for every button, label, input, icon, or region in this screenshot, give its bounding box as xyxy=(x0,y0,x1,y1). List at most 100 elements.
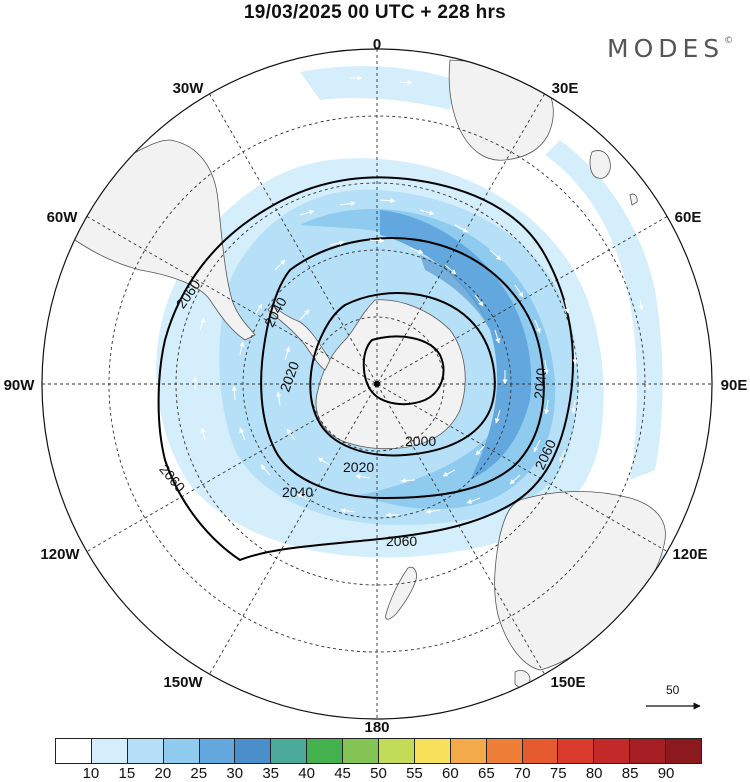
wind-arrow xyxy=(339,201,356,207)
wind-arrow xyxy=(355,474,371,480)
wind-arrow xyxy=(284,346,291,361)
shade-15-north xyxy=(300,66,455,110)
lon-label-120e: 120E xyxy=(672,546,707,563)
lon-label-30w: 30W xyxy=(173,80,205,97)
wind-arrow xyxy=(638,299,644,311)
map-title: 19/03/2025 00 UTC + 228 hrs xyxy=(243,2,507,23)
meridian-60e-120w xyxy=(86,216,668,552)
wind-arrow xyxy=(543,359,549,375)
colorbar-swatch xyxy=(666,739,702,763)
colorbar-swatch xyxy=(630,739,667,763)
wind-arrow xyxy=(399,80,413,86)
lon-label-180: 180 xyxy=(364,719,389,736)
meridian-30w-150e xyxy=(209,93,545,675)
wind-arrow xyxy=(400,478,416,484)
shade-35-core xyxy=(420,255,490,330)
wind-arrow xyxy=(199,317,205,331)
land-masses xyxy=(74,59,666,688)
wind-arrow xyxy=(466,497,481,504)
wind-arrow xyxy=(200,427,206,441)
polar-map: 2060 2040 2020 2000 2020 2040 2060 2040 … xyxy=(4,36,748,736)
new-zealand xyxy=(385,566,417,620)
wind-arrow xyxy=(317,457,331,466)
colorbar-tick-label: 85 xyxy=(621,765,639,782)
meridian-60w-120e xyxy=(86,216,668,552)
wind-arrow xyxy=(231,385,237,401)
contour-label-2040-b: 2040 xyxy=(282,484,313,500)
contour-label-2060-d: 2060 xyxy=(386,533,417,549)
colorbar-tick-label: 15 xyxy=(118,765,136,782)
colorbar-tick-label: 80 xyxy=(585,765,603,782)
colorbar-swatch xyxy=(594,739,631,763)
lat-lon-grid xyxy=(42,49,712,719)
map-boundary xyxy=(41,48,713,720)
contour-2040 xyxy=(260,237,545,500)
lon-label-60e: 60E xyxy=(675,209,702,226)
colorbar xyxy=(55,738,702,764)
antarctica xyxy=(315,299,466,450)
wind-arrow xyxy=(296,493,311,501)
colorbar-tick-label: 25 xyxy=(190,765,208,782)
colorbar-swatch xyxy=(56,739,92,763)
wind-arrow xyxy=(474,294,484,307)
colorbar-swatch xyxy=(486,739,523,763)
wind-arrow xyxy=(340,508,356,514)
wind-arrow xyxy=(494,409,501,424)
wind-arrow xyxy=(276,391,282,406)
madagascar-coast xyxy=(629,193,638,206)
colorbar-tick-label: 35 xyxy=(262,765,279,782)
longitude-labels: 0 30E 60E 90E 120E 150E 180 150W 120W 90… xyxy=(4,36,748,736)
wind-arrow xyxy=(425,508,441,514)
brand-logo: MODES© xyxy=(607,34,733,63)
colorbar-tick-label: 50 xyxy=(370,765,387,782)
colorbar-swatch xyxy=(522,739,559,763)
wind-arrow xyxy=(286,428,296,441)
wind-arrow xyxy=(533,439,541,453)
colorbar-swatch xyxy=(414,739,451,763)
wind-arrow xyxy=(571,399,577,414)
lon-label-150w: 150W xyxy=(163,674,203,691)
australia xyxy=(494,491,666,671)
colorbar-swatch xyxy=(379,739,415,763)
colorbar-tick-label: 90 xyxy=(657,765,675,782)
contour-label-2000: 2000 xyxy=(405,433,436,449)
colorbar-ticks: 10 15 20 25 30 35 40 45 50 55 60 65 70 75 80 85 90 xyxy=(55,764,702,782)
colorbar-tick-label: 10 xyxy=(82,765,100,782)
wind-arrow xyxy=(489,249,502,261)
colorbar-swatch xyxy=(235,739,272,763)
wind-arrow xyxy=(260,464,271,476)
wind-arrow xyxy=(329,240,345,246)
height-contours xyxy=(157,176,574,562)
south-pole-marker xyxy=(374,381,380,387)
wind-arrow xyxy=(442,469,456,477)
brand-text: MODES xyxy=(607,34,725,63)
colorbar-tick-label: 75 xyxy=(549,765,567,782)
lon-label-120w: 120W xyxy=(40,546,80,563)
contour-2020 xyxy=(309,292,496,457)
colorbar-swatch xyxy=(91,739,128,763)
reference-vector-label: 50 xyxy=(666,683,680,697)
copyright-mark: © xyxy=(724,36,734,46)
colorbar-swatch xyxy=(450,739,487,763)
wind-vectors xyxy=(192,75,651,518)
africa xyxy=(448,59,554,161)
colorbar-swatch xyxy=(558,739,595,763)
wind-arrow xyxy=(454,224,469,233)
lon-label-150e: 150E xyxy=(550,674,585,691)
colorbar-tick-label: 55 xyxy=(406,765,423,782)
wind-arrow xyxy=(544,399,550,415)
lon-label-60w: 60W xyxy=(47,209,79,226)
wind-arrow xyxy=(514,284,524,298)
colorbar-tick-label: 30 xyxy=(226,765,244,782)
colorbar-tick-label: 45 xyxy=(334,765,351,782)
wind-arrow xyxy=(239,341,245,356)
wind-arrow xyxy=(299,309,310,321)
wind-arrow xyxy=(444,264,457,275)
colorbar-swatch xyxy=(343,739,380,763)
colorbar-swatch xyxy=(199,739,236,763)
colorbar-swatch xyxy=(271,739,308,763)
map-interior: 2060 2040 2020 2000 2020 2040 2060 2040 … xyxy=(42,49,712,719)
lon-label-0: 0 xyxy=(373,36,381,53)
wind-arrow xyxy=(534,319,541,334)
colorbar-tick-label: 40 xyxy=(298,765,315,782)
